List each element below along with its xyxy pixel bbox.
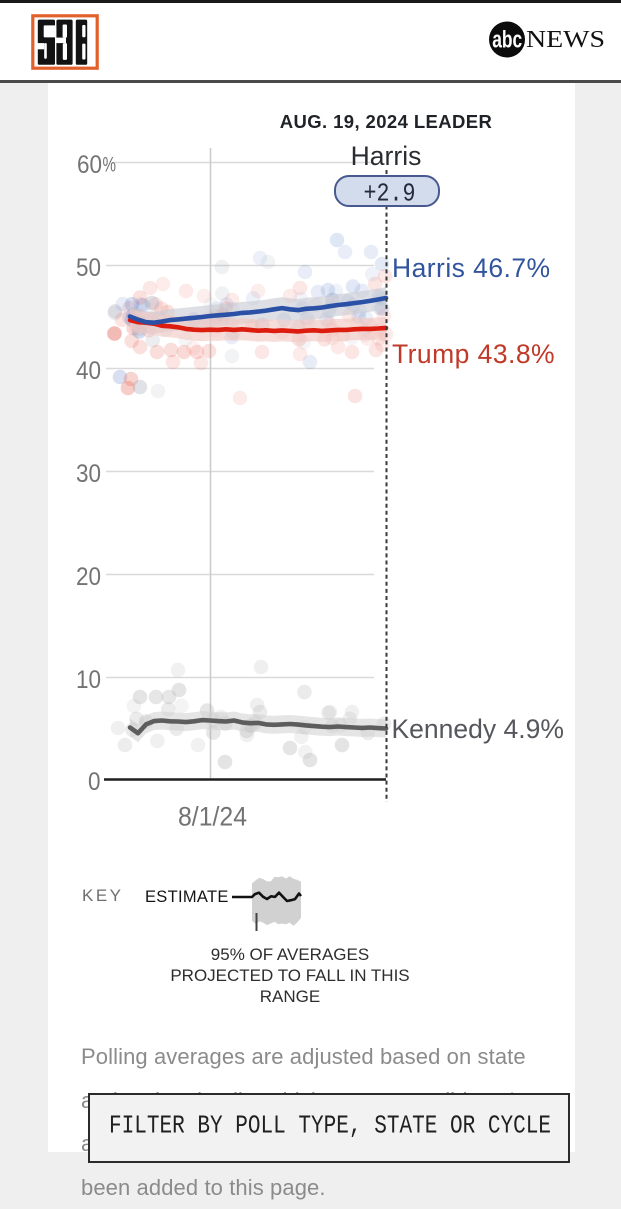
svg-text:60: 60 (77, 151, 102, 179)
svg-text:+2.9: +2.9 (363, 179, 415, 206)
svg-text:30: 30 (76, 460, 101, 488)
svg-text:NEWS: NEWS (526, 26, 605, 53)
svg-text:20: 20 (76, 563, 101, 591)
svg-text:40: 40 (76, 357, 101, 385)
svg-text:8/1/24: 8/1/24 (178, 802, 247, 832)
svg-text:10: 10 (76, 666, 101, 694)
svg-text:FILTER BY POLL TYPE, STATE OR: FILTER BY POLL TYPE, STATE OR CYCLE (109, 1111, 551, 1141)
svg-text:0: 0 (88, 768, 101, 796)
svg-text:%: % (103, 154, 117, 177)
svg-text:abc: abc (492, 27, 522, 54)
svg-text:50: 50 (76, 254, 101, 282)
